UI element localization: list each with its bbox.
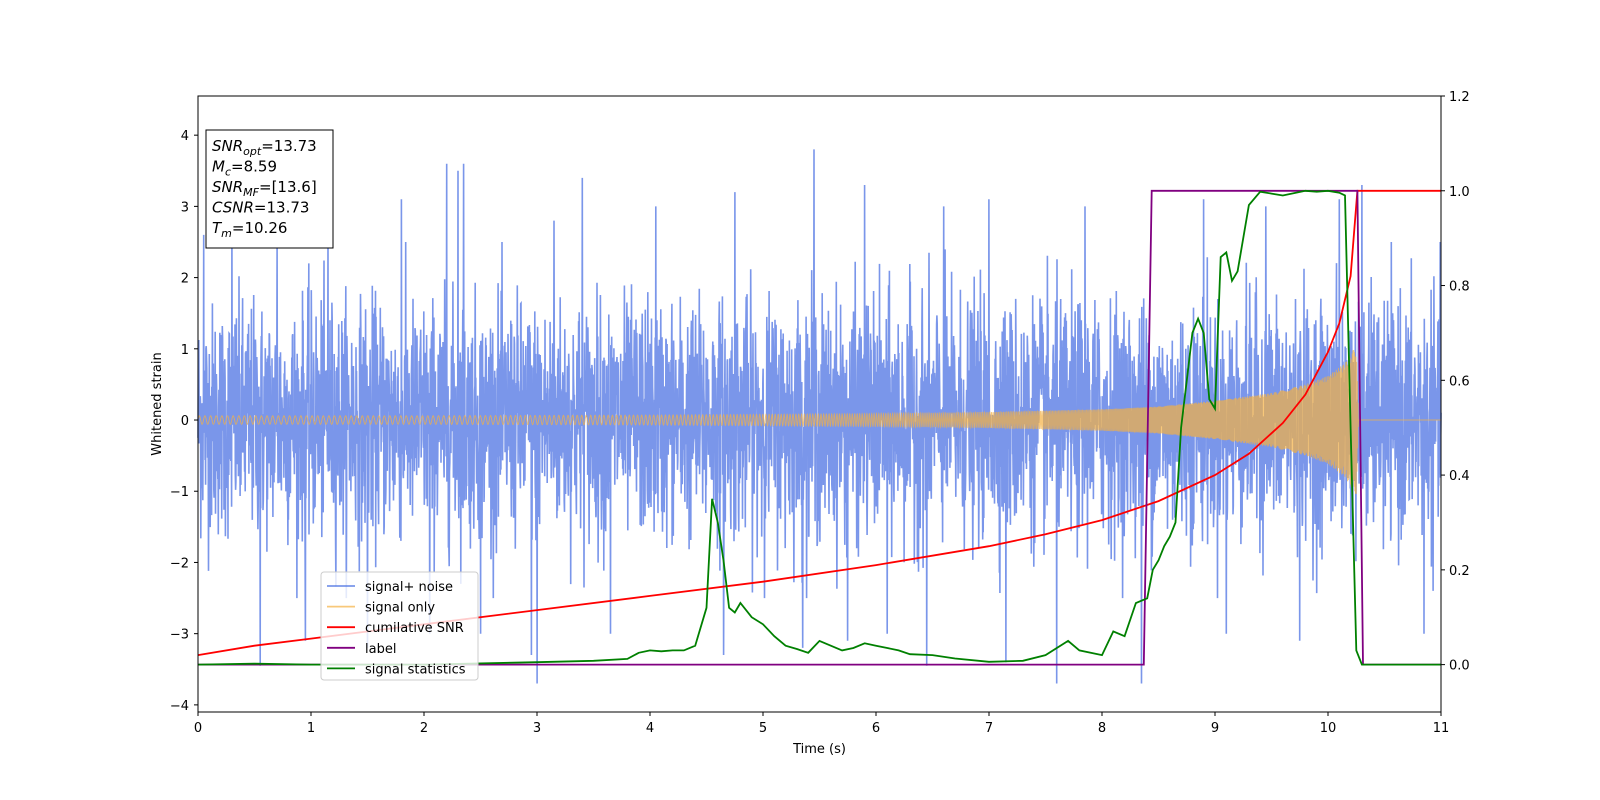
x-tick-label: 6	[872, 721, 880, 736]
right-y-tick-label: 1.2	[1449, 90, 1470, 105]
left-y-axis-ticks: −4 −3 −2 −1 0 1 2 3 4	[170, 129, 198, 714]
legend-label: signal statistics	[365, 662, 466, 677]
x-tick-label: 0	[194, 721, 202, 736]
left-y-tick-label: 2	[181, 272, 189, 287]
x-tick-label: 10	[1320, 721, 1337, 736]
info-box-line: SNRMF=[13.6]	[212, 178, 317, 199]
right-y-tick-label: 1.0	[1449, 185, 1470, 200]
right-y-tick-label: 0.2	[1449, 564, 1470, 579]
legend-label: cumilative SNR	[365, 621, 464, 636]
x-tick-label: 1	[307, 721, 315, 736]
left-y-tick-label: 3	[181, 200, 189, 215]
left-y-tick-label: 1	[181, 343, 189, 358]
noise-series-line	[197, 149, 1442, 684]
info-box-line: SNRopt=13.73	[212, 137, 317, 158]
signal-only-series-layer	[197, 350, 1441, 494]
info-box-line: CSNR=13.73	[212, 199, 309, 217]
x-axis-label: Time (s)	[792, 742, 846, 757]
y-axis-label: Whitened strain	[150, 352, 165, 455]
right-y-tick-label: 0.0	[1449, 659, 1470, 674]
right-y-tick-label: 0.6	[1449, 374, 1470, 389]
x-tick-label: 5	[759, 721, 767, 736]
x-tick-label: 9	[1211, 721, 1219, 736]
legend-label: label	[365, 642, 396, 657]
x-tick-label: 3	[533, 721, 541, 736]
left-y-tick-label: −4	[170, 699, 189, 714]
legend-label: signal only	[365, 601, 435, 616]
x-tick-label: 11	[1433, 721, 1450, 736]
info-box-line: Tm=10.26	[212, 219, 287, 240]
plot-area-frame	[197, 95, 1442, 713]
noise-series-layer	[197, 149, 1442, 684]
info-box-lines: SNRopt=13.73Mc=8.59SNRMF=[13.6]CSNR=13.7…	[212, 137, 317, 240]
left-y-tick-label: −1	[170, 485, 189, 500]
left-y-tick-label: −3	[170, 628, 189, 643]
right-y-tick-label: 0.4	[1449, 469, 1470, 484]
legend-items: signal+ noise signal only cumilative SNR la…	[327, 580, 466, 677]
info-box: SNRopt=13.73Mc=8.59SNRMF=[13.6]CSNR=13.7…	[205, 129, 334, 249]
legend-label: signal+ noise	[365, 580, 453, 595]
x-tick-label: 2	[420, 721, 428, 736]
x-axis-ticks: 0 1 2 3 4 5 6 7 8 9 10 11	[194, 712, 1449, 736]
x-tick-label: 8	[1098, 721, 1106, 736]
info-box-frame	[205, 129, 334, 249]
signal-only-series-line	[197, 350, 1441, 494]
left-y-tick-label: −2	[170, 556, 189, 571]
signal-statistics-series-line	[197, 189, 1441, 666]
x-tick-label: 4	[646, 721, 654, 736]
legend: signal+ noise signal only cumilative SNR la…	[320, 571, 479, 681]
right-y-tick-label: 0.8	[1449, 280, 1470, 295]
left-y-tick-label: 4	[181, 129, 189, 144]
left-y-tick-label: 0	[181, 414, 189, 429]
x-tick-label: 7	[985, 721, 993, 736]
right-y-axis-ticks: 0.0 0.2 0.4 0.6 0.8 1.0 1.2	[1441, 90, 1470, 674]
info-box-line: Mc=8.59	[212, 158, 277, 179]
legend-frame	[320, 571, 479, 681]
